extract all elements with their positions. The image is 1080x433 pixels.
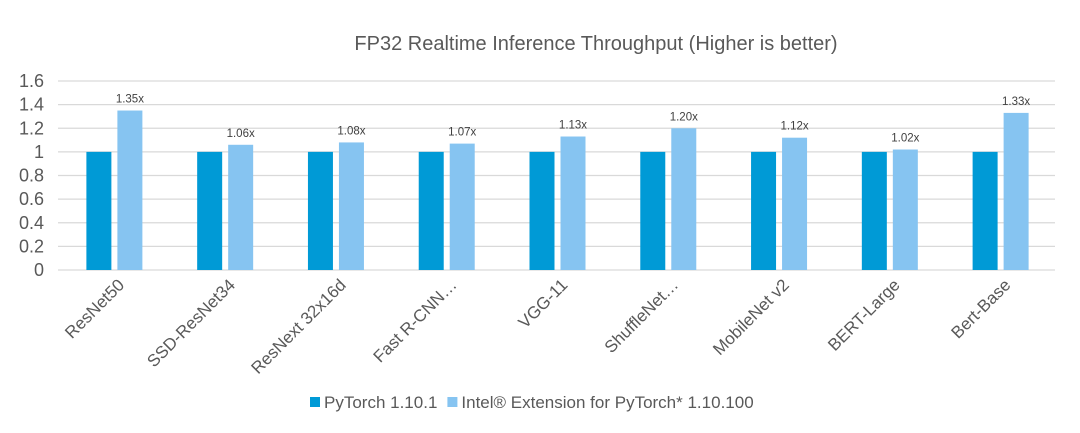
bar-ipex (117, 110, 143, 270)
bar-pytorch (972, 151, 998, 270)
data-label: 1.33x (1002, 96, 1030, 108)
legend-swatch (447, 397, 458, 407)
y-tick-label: 0.2 (19, 236, 44, 256)
legend-swatch (310, 397, 320, 407)
bar-ipex (892, 149, 918, 270)
bar-pytorch (86, 151, 112, 270)
bar-pytorch (529, 151, 555, 270)
x-tick-label: BERT-Large (824, 275, 903, 354)
data-label: 1.07x (448, 127, 476, 139)
bar-pytorch (418, 151, 444, 270)
data-label: 1.20x (670, 111, 698, 123)
x-tick-label: SSD-ResNet34 (143, 275, 239, 371)
bar-ipex (560, 136, 586, 270)
legend-label: PyTorch 1.10.1 (324, 393, 437, 412)
y-tick-label: 0.8 (19, 166, 44, 186)
y-tick-label: 1.6 (19, 71, 44, 91)
bar-ipex (338, 142, 364, 270)
y-tick-label: 0.6 (19, 189, 44, 209)
bar-ipex (1003, 112, 1029, 270)
x-tick-label: MobileNet v2 (709, 275, 793, 359)
x-tick-label: ShuffleNet… (601, 275, 682, 356)
data-label: 1.13x (559, 120, 587, 132)
bar-ipex (449, 143, 475, 270)
bar-pytorch (197, 151, 223, 270)
y-tick-label: 0 (34, 260, 44, 280)
y-tick-label: 1 (34, 142, 44, 162)
bar-ipex (782, 137, 808, 270)
bar-ipex (228, 144, 254, 270)
x-tick-label: Bert-Base (948, 275, 1015, 342)
x-tick-label: ResNext 32x16d (247, 275, 349, 377)
bar-pytorch (751, 151, 777, 270)
x-tick-label: ResNet50 (61, 275, 128, 342)
data-label: 1.35x (116, 94, 144, 106)
y-tick-label: 1.2 (19, 118, 44, 138)
legend: PyTorch 1.10.1 Intel® Extension for PyTor… (310, 393, 754, 412)
x-tick-label: Fast R-CNN… (370, 275, 461, 366)
bar-pytorch (861, 151, 887, 270)
bar-ipex (671, 128, 697, 270)
data-label: 1.08x (337, 125, 365, 137)
chart-title: FP32 Realtime Inference Throughput (High… (354, 33, 837, 55)
data-label: 1.06x (227, 128, 255, 140)
bar-pytorch (640, 151, 666, 270)
bar-pytorch (307, 151, 333, 270)
y-tick-label: 1.4 (19, 95, 44, 115)
x-tick-label: VGG-11 (515, 275, 572, 332)
legend-label: Intel® Extension for PyTorch* 1.10.100 (461, 393, 753, 412)
data-label: 1.12x (780, 121, 808, 133)
y-tick-label: 0.4 (19, 213, 44, 233)
data-label: 1.02x (891, 133, 919, 145)
